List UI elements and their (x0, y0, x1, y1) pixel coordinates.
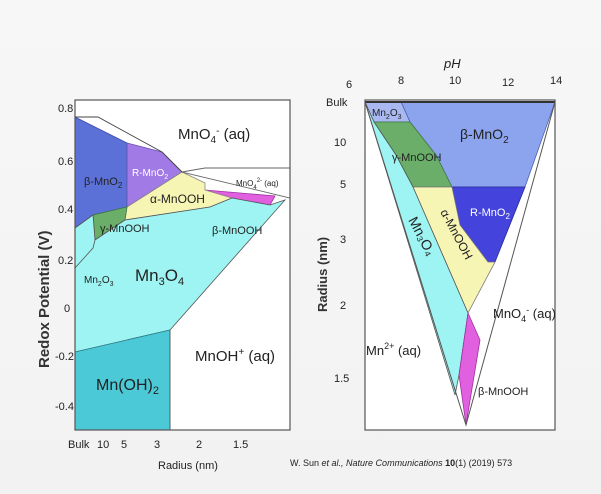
left-xtick-3: 3 (154, 439, 160, 451)
left-boundary-mno4-2 (181, 167, 290, 173)
right-ytick-5: 1.5 (334, 373, 349, 385)
right-ytick-4: 2 (340, 300, 346, 312)
left-x-axis-title: Radius (nm) (158, 460, 218, 472)
left-label-mno4: MnO4- (aq) (178, 126, 250, 146)
right-x-axis-title: pH (443, 56, 461, 71)
right-xtick-0: 6 (346, 79, 352, 91)
left-label-mn-oh-2: Mn(OH)2 (96, 377, 159, 397)
right-xtick-2: 10 (449, 75, 461, 87)
left-ytick-3: 0.2 (58, 255, 73, 267)
right-label-mno4: MnO4- (aq) (493, 305, 556, 324)
left-ytick-4: 0 (64, 303, 70, 315)
left-xtick-2: 5 (121, 439, 127, 451)
left-label-mn2o3: Mn2O3 (84, 275, 114, 288)
right-x-ticks: 6 8 10 12 14 (346, 75, 562, 91)
right-chart: Mn2O3 β-MnO2 γ-MnOOH R-MnO2 Mn₃O₄ α-MnOO… (315, 56, 562, 431)
left-ytick-1: 0.6 (58, 156, 73, 168)
left-xtick-1: 10 (97, 439, 109, 451)
right-label-beta-mno2: β-MnO2 (460, 126, 509, 146)
left-xtick-4: 2 (196, 439, 202, 451)
citation-authors: W. Sun (290, 458, 320, 468)
left-label-mn3o4: Mn3O4 (135, 266, 184, 288)
left-label-beta-mnooh: β-MnOOH (212, 225, 262, 237)
left-label-alpha-mnooh: α-MnOOH (150, 192, 205, 206)
citation-issue-pages: (1) (2019) 573 (455, 458, 513, 468)
left-x-ticks: Bulk 10 5 3 2 1.5 (68, 439, 248, 451)
right-ytick-2: 5 (340, 179, 346, 191)
left-label-r-mno2: R-MnO2 (132, 168, 168, 181)
right-xtick-3: 12 (502, 77, 514, 89)
citation-etal: et al., (319, 458, 344, 468)
right-xtick-1: 8 (398, 75, 404, 87)
left-boundary-mid (181, 171, 291, 199)
right-y-ticks: Bulk 10 5 3 2 1.5 (326, 97, 349, 385)
left-chart: MnO4- (aq) β-MnO2 R-MnO2 MnO42- (aq) α-M… (36, 99, 291, 472)
right-xtick-4: 14 (550, 75, 562, 87)
right-ytick-3: 3 (340, 234, 346, 246)
citation-journal: Nature Communications (346, 458, 443, 468)
left-label-gamma-mnooh: γ-MnOOH (100, 223, 150, 235)
left-y-axis-title: Redox Potential (V) (36, 230, 53, 368)
left-boundary-mn2o3 (74, 239, 96, 269)
right-triangle-edge (364, 101, 556, 427)
left-xtick-0: Bulk (68, 439, 90, 451)
right-ytick-0: Bulk (326, 97, 348, 109)
left-plot-frame (74, 99, 291, 431)
right-label-gamma-mnooh: γ-MnOOH (392, 152, 442, 164)
left-ytick-5: -0.2 (55, 351, 74, 363)
left-boundary-top (75, 116, 183, 173)
right-label-beta-mnooh: β-MnOOH (478, 386, 528, 398)
right-label-mn2o3: Mn2O3 (372, 108, 402, 121)
left-label-mnoh: MnOH+ (aq) (195, 347, 275, 365)
right-y-axis-title: Radius (nm) (315, 237, 330, 312)
right-ytick-1: 10 (334, 137, 346, 149)
left-ytick-2: 0.4 (58, 204, 73, 216)
right-label-r-mno2: R-MnO2 (470, 207, 510, 221)
left-ytick-6: -0.4 (55, 401, 74, 413)
left-y-ticks: 0.8 0.6 0.4 0.2 0 -0.2 -0.4 (55, 103, 74, 413)
left-xtick-5: 1.5 (233, 439, 248, 451)
citation: W. Sun et al., Nature Communications 10(… (290, 458, 512, 468)
right-label-mn2plus: Mn2+ (aq) (366, 341, 421, 358)
left-ytick-0: 0.8 (58, 103, 73, 115)
citation-volume: 10 (445, 458, 456, 468)
left-label-beta-mno2: β-MnO2 (84, 176, 123, 190)
right-plot-frame (364, 99, 556, 431)
